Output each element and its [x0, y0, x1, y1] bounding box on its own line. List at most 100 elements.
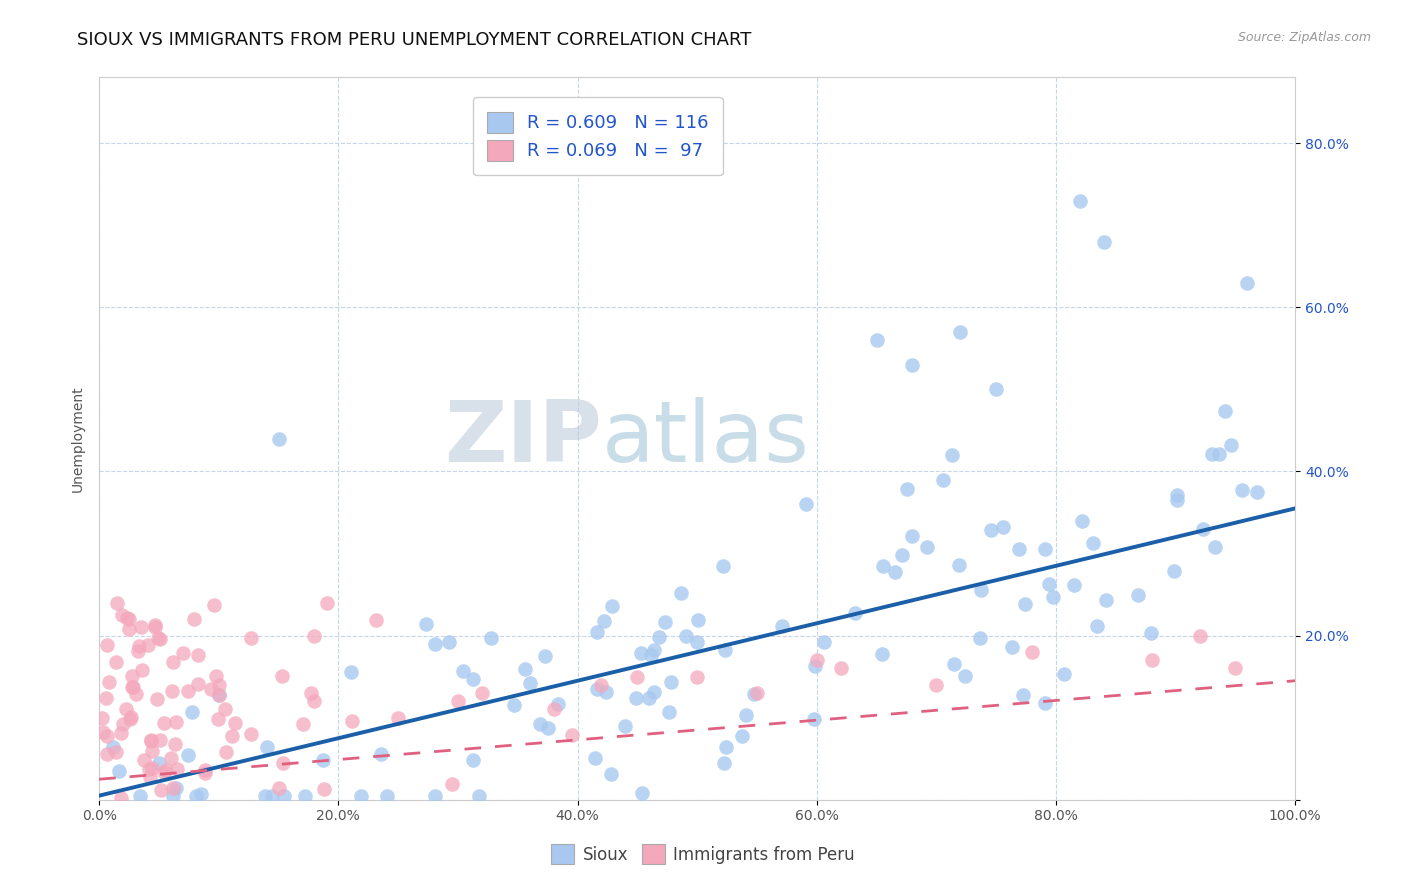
- Point: [529, 717, 551, 731]
- Point: [1092, 235, 1115, 249]
- Point: [844, 606, 866, 620]
- Point: [141, 761, 163, 775]
- Point: [896, 482, 918, 496]
- Point: [131, 663, 153, 677]
- Point: [969, 631, 991, 645]
- Point: [271, 668, 294, 682]
- Point: [94, 690, 117, 705]
- Point: [536, 722, 558, 736]
- Point: [415, 616, 437, 631]
- Point: [120, 710, 142, 724]
- Point: [101, 739, 124, 754]
- Point: [375, 789, 398, 803]
- Point: [713, 558, 735, 573]
- Point: [602, 599, 624, 613]
- Point: [165, 714, 187, 729]
- Point: [953, 669, 976, 683]
- Point: [1012, 689, 1035, 703]
- Point: [561, 728, 583, 742]
- Point: [1014, 597, 1036, 611]
- Point: [165, 781, 187, 796]
- Point: [204, 668, 226, 682]
- Point: [675, 629, 697, 643]
- Point: [350, 789, 373, 803]
- Point: [865, 333, 887, 347]
- Point: [121, 680, 143, 694]
- Point: [630, 647, 652, 661]
- Point: [440, 777, 463, 791]
- Point: [111, 608, 134, 623]
- Point: [166, 763, 188, 777]
- Point: [794, 497, 817, 511]
- Point: [256, 739, 278, 754]
- Point: [129, 789, 152, 803]
- Point: [1069, 194, 1091, 208]
- Point: [659, 675, 682, 690]
- Point: [149, 632, 172, 647]
- Point: [1232, 483, 1254, 497]
- Point: [267, 432, 290, 446]
- Point: [269, 781, 291, 796]
- Point: [273, 789, 295, 803]
- Point: [658, 705, 681, 719]
- Text: SIOUX VS IMMIGRANTS FROM PERU UNEMPLOYMENT CORRELATION CHART: SIOUX VS IMMIGRANTS FROM PERU UNEMPLOYME…: [77, 31, 752, 49]
- Point: [214, 702, 236, 716]
- Point: [654, 615, 676, 629]
- Point: [208, 678, 231, 692]
- Point: [770, 619, 793, 633]
- Point: [742, 687, 765, 701]
- Point: [163, 737, 186, 751]
- Point: [148, 632, 170, 646]
- Point: [208, 688, 231, 702]
- Point: [948, 558, 970, 572]
- Point: [870, 648, 893, 662]
- Point: [105, 596, 128, 610]
- Point: [925, 678, 948, 692]
- Point: [177, 747, 200, 762]
- Point: [949, 325, 972, 339]
- Point: [1208, 447, 1230, 461]
- Text: ZIP: ZIP: [444, 397, 602, 480]
- Point: [1038, 577, 1060, 591]
- Point: [583, 751, 606, 765]
- Point: [253, 789, 276, 803]
- Point: [207, 712, 229, 726]
- Point: [311, 753, 333, 767]
- Point: [1225, 661, 1247, 675]
- Point: [366, 613, 388, 627]
- Point: [208, 688, 231, 702]
- Point: [160, 684, 183, 698]
- Point: [98, 675, 121, 690]
- Point: [160, 751, 183, 765]
- Point: [931, 474, 953, 488]
- Point: [117, 611, 139, 625]
- Point: [513, 662, 536, 676]
- Point: [686, 634, 709, 648]
- Point: [980, 523, 1002, 537]
- Point: [884, 566, 907, 580]
- Point: [128, 639, 150, 653]
- Point: [803, 712, 825, 726]
- Point: [1220, 437, 1243, 451]
- Point: [304, 694, 326, 708]
- Point: [1042, 590, 1064, 604]
- Point: [316, 596, 339, 610]
- Legend: R = 0.609   N = 116, R = 0.069   N =  97: R = 0.609 N = 116, R = 0.069 N = 97: [472, 97, 723, 175]
- Point: [451, 665, 474, 679]
- Point: [900, 529, 922, 543]
- Point: [149, 732, 172, 747]
- Point: [121, 668, 143, 682]
- Point: [139, 733, 162, 747]
- Point: [640, 648, 662, 663]
- Point: [145, 692, 167, 706]
- Point: [183, 612, 205, 626]
- Point: [547, 698, 569, 712]
- Point: [643, 684, 665, 698]
- Point: [110, 790, 132, 805]
- Point: [734, 708, 756, 723]
- Point: [586, 681, 609, 696]
- Point: [534, 648, 557, 663]
- Point: [312, 781, 335, 796]
- Point: [714, 740, 737, 755]
- Point: [1021, 645, 1043, 659]
